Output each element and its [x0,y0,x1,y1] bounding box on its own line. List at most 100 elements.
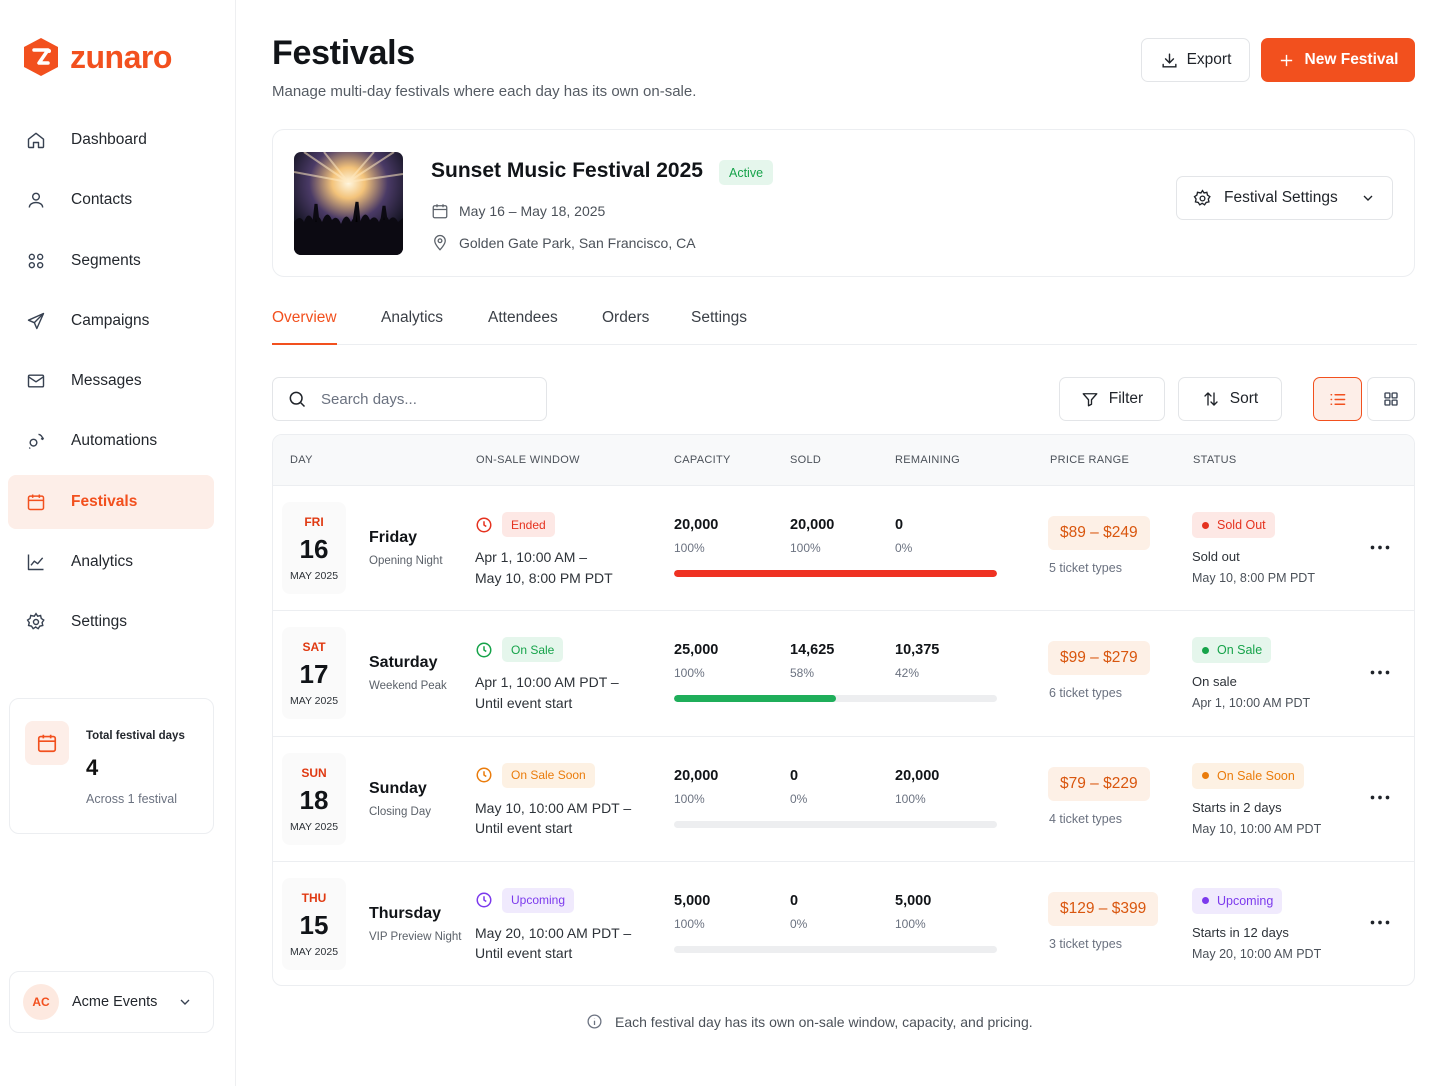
festival-settings-button[interactable]: Festival Settings [1176,176,1393,220]
grid-view-toggle[interactable] [1367,377,1415,421]
search-input[interactable] [321,390,521,408]
remaining-value: 10,375 [895,642,940,659]
sidebar-item-dashboard[interactable]: Dashboard [8,113,214,167]
sold-progress-bar [674,820,997,828]
plus-icon [1278,52,1295,69]
sidebar-item-label: Campaigns [71,311,150,329]
logo-text: zunaro [70,38,172,75]
tab-analytics[interactable]: Analytics [381,309,444,326]
sold-value: 20,000 [790,517,835,533]
chevron-down-icon [177,994,193,1010]
mail-icon [26,371,46,391]
chevron-down-icon [1360,190,1376,206]
logo[interactable]: zunaro [22,37,172,77]
day-number: 15 [299,909,329,940]
sidebar-item-messages[interactable]: Messages [8,354,214,408]
export-button[interactable]: Export [1141,38,1250,82]
more-actions-icon[interactable] [1369,538,1391,556]
sidebar-item-settings[interactable]: Settings [8,595,214,649]
calendar-icon [431,202,449,220]
column-header-capacity: CAPACITY [674,454,731,466]
stat-value: 4 [86,755,99,780]
festival-days-stat-card: Total festival days 4 Across 1 festival [9,698,214,834]
status-detail: Starts in 2 days [1192,799,1282,815]
festival-days-table: DAY ON-SALE WINDOW CAPACITY SOLD REMAINI… [272,434,1415,986]
price-range: $99 – $279 [1048,641,1150,676]
logo-mark-icon [24,38,58,76]
sidebar-item-automations[interactable]: Automations [8,414,214,468]
status-badge: Sold Out [1192,512,1275,538]
day-name: Friday [369,529,418,546]
status-date: May 10, 10:00 AM PDT [1192,821,1322,836]
table-row[interactable]: SUN 18 MAY 2025 Sunday Closing Day On Sa… [273,737,1414,862]
window-start: Apr 1, 10:00 AM – [475,549,588,565]
page-title: Festivals [272,34,415,72]
day-number: 16 [299,534,329,564]
sidebar-item-festivals[interactable]: Festivals [8,474,214,529]
capacity-value: 20,000 [674,517,719,533]
user-icon [26,190,46,210]
month-year: MAY 2025 [289,570,339,582]
table-row[interactable]: SAT 17 MAY 2025 Saturday Weekend Peak On… [273,611,1414,737]
filter-icon [1081,390,1099,408]
send-icon [26,311,46,331]
window-end: Until event start [475,694,573,711]
table-row[interactable]: FRI 16 MAY 2025 Friday Opening Night End… [273,486,1414,612]
filter-label: Filter [1108,390,1144,407]
window-dates: May 20, 10:00 AM PDT – Until event start [475,923,631,964]
status-detail: Starts in 12 days [1192,924,1289,940]
sold-percent: 58% [790,666,815,681]
remaining-percent: 100% [895,791,926,806]
ticket-type-count: 4 ticket types [1049,811,1122,826]
sidebar-item-analytics[interactable]: Analytics [8,535,214,589]
status-badge: Upcoming [1192,887,1283,914]
more-actions-icon[interactable] [1369,789,1391,807]
clock-icon [475,516,493,534]
window-start: Apr 1, 10:00 AM PDT – [475,674,619,691]
window-dates: May 10, 10:00 AM PDT – Until event start [475,798,631,839]
status-detail: On sale [1192,674,1237,690]
sort-button[interactable]: Sort [1178,377,1282,421]
more-actions-icon[interactable] [1369,663,1391,681]
window-badge: Ended [502,512,555,537]
sidebar-item-label: Automations [71,432,158,450]
sold-value: 0 [790,767,799,784]
status-badge: On Sale [1192,637,1272,664]
date-block: SAT 17 MAY 2025 [282,627,346,720]
new-festival-button[interactable]: New Festival [1261,38,1415,82]
list-view-toggle[interactable] [1313,377,1362,421]
automation-icon [26,431,46,451]
sidebar-item-contacts[interactable]: Contacts [8,173,214,227]
search-icon [287,389,307,409]
tab-settings[interactable]: Settings [691,309,748,326]
org-switcher[interactable]: AC Acme Events [9,971,214,1033]
sold-value: 0 [790,892,799,909]
capacity-value: 5,000 [674,892,711,909]
calendar-icon [25,721,69,765]
status-badge: Active [719,160,774,185]
column-header-remaining: REMAINING [895,454,961,466]
list-icon [1328,390,1347,409]
day-name: Thursday [369,904,442,922]
sidebar-item-segments[interactable]: Segments [8,234,214,288]
window-status: On Sale Soon [475,762,595,788]
footnote-text: Each festival day has its own on-sale wi… [615,1013,1033,1030]
day-of-week: SAT [302,640,326,655]
table-row[interactable]: THU 15 MAY 2025 Thursday VIP Preview Nig… [273,862,1414,985]
day-subtitle: Opening Night [369,555,443,567]
status-dot [1202,521,1209,529]
sidebar-item-label: Segments [71,251,141,269]
location-pin-icon [431,234,449,252]
status-dot [1202,646,1209,654]
tab-overview[interactable]: Overview [272,309,337,345]
filter-button[interactable]: Filter [1059,377,1165,421]
tab-attendees[interactable]: Attendees [488,309,558,326]
download-icon [1160,51,1179,70]
ticket-type-count: 3 ticket types [1049,936,1122,951]
window-start: May 20, 10:00 AM PDT – [475,924,632,941]
remaining-value: 20,000 [895,767,940,784]
tab-orders[interactable]: Orders [602,309,650,326]
sidebar-item-campaigns[interactable]: Campaigns [8,294,214,348]
remaining-value: 5,000 [895,892,932,909]
more-actions-icon[interactable] [1369,914,1391,932]
